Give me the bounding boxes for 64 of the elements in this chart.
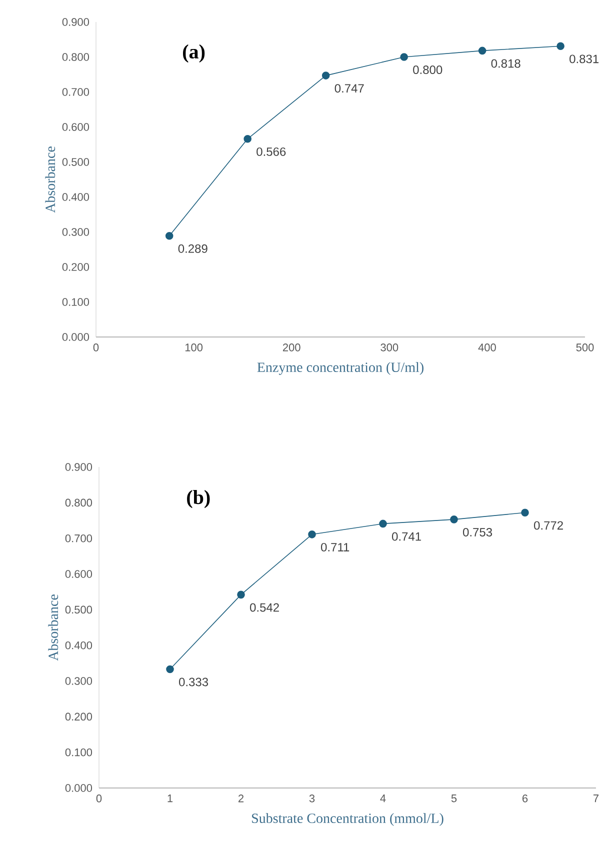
- y-tick-label: 0.700: [65, 534, 92, 542]
- y-tick-label: 0.000: [65, 784, 92, 792]
- annotation: (a): [183, 44, 205, 63]
- x-axis-title: Enzyme concentration (U/ml): [257, 362, 424, 375]
- y-tick-label: 0.800: [65, 498, 92, 507]
- x-tick-label: 6: [522, 794, 528, 802]
- data-label: 0.566: [256, 147, 286, 156]
- y-tick-label: 0.400: [65, 641, 92, 650]
- data-label: 0.818: [491, 59, 520, 68]
- point: [521, 508, 529, 517]
- y-tick-label: 0.700: [62, 88, 90, 96]
- y-axis-title: Absorbance: [48, 594, 58, 661]
- x-tick-label: 500: [576, 344, 594, 352]
- y-tick-label: 0.200: [62, 263, 90, 271]
- point: [556, 42, 564, 50]
- x-tick-label: 400: [478, 344, 496, 352]
- y-tick-label: 0.900: [65, 463, 92, 471]
- x-tick-label: 100: [185, 344, 203, 352]
- y-tick-label: 0.800: [62, 53, 90, 61]
- x-tick-label: 5: [451, 794, 457, 802]
- data-label: 0.333: [179, 678, 208, 686]
- data-label: 0.800: [413, 66, 442, 74]
- point: [244, 135, 252, 143]
- data-label: 0.753: [462, 528, 492, 536]
- y-tick-label: 0.000: [62, 333, 90, 341]
- data-label: 0.747: [334, 84, 364, 93]
- data-label: 0.289: [178, 244, 208, 253]
- point: [400, 53, 408, 61]
- x-tick-label: 200: [282, 344, 300, 352]
- y-tick-label: 0.600: [62, 123, 90, 131]
- annotation: (b): [187, 490, 210, 508]
- x-tick-label: 300: [380, 344, 398, 352]
- x-tick-label: 0: [93, 344, 99, 352]
- x-axis-title: Substrate Concentration (mmol/L): [252, 813, 444, 826]
- y-tick-label: 0.300: [65, 677, 92, 685]
- point: [379, 520, 387, 528]
- data-label: 0.772: [534, 521, 563, 530]
- point: [450, 516, 458, 524]
- data-label: 0.831: [570, 54, 599, 64]
- y-tick-label: 0.900: [62, 18, 90, 26]
- data-label: 0.711: [321, 542, 350, 552]
- x-tick-label: 0: [96, 794, 102, 802]
- y-tick-label: 0.500: [65, 606, 92, 614]
- y-tick-label: 0.100: [65, 748, 92, 756]
- point: [237, 590, 245, 599]
- x-tick-label: 4: [380, 794, 386, 802]
- y-axis-title: Absorbance: [45, 146, 56, 213]
- y-tick-label: 0.600: [65, 570, 92, 578]
- x-tick-label: 7: [593, 794, 598, 802]
- point: [165, 232, 174, 240]
- x-tick-label: 2: [238, 794, 244, 802]
- y-tick-label: 0.200: [65, 712, 92, 721]
- point: [478, 46, 486, 55]
- y-tick-label: 0.500: [62, 158, 90, 166]
- y-tick-label: 0.300: [62, 228, 90, 236]
- y-tick-label: 0.100: [62, 298, 90, 306]
- x-tick-label: 1: [168, 794, 173, 802]
- data-label: 0.542: [250, 603, 279, 612]
- x-tick-label: 3: [309, 794, 315, 802]
- y-tick-label: 0.400: [62, 193, 90, 201]
- point: [166, 665, 174, 674]
- point: [308, 530, 316, 538]
- data-label: 0.741: [392, 532, 421, 541]
- point: [322, 72, 330, 80]
